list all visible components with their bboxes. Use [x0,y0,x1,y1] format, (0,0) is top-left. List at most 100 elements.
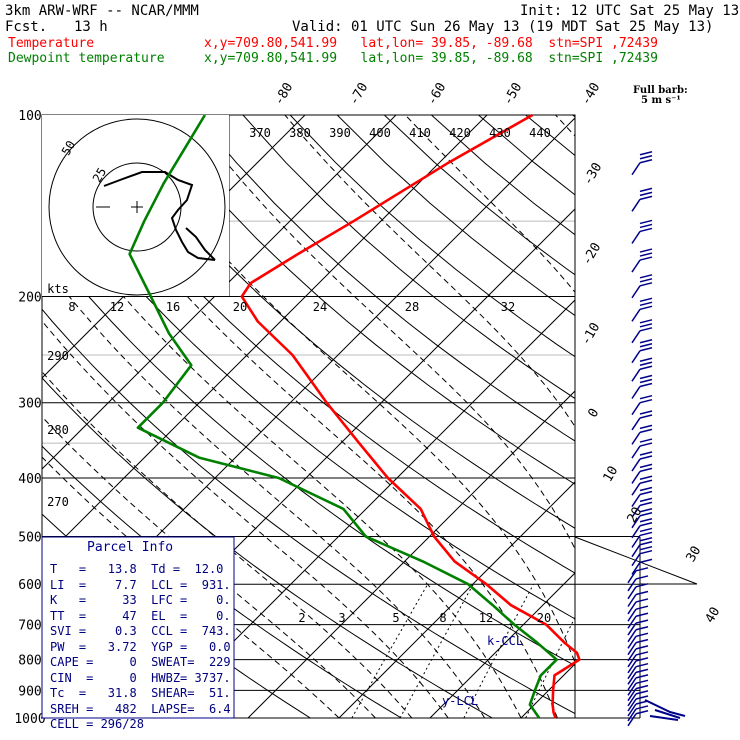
isotherm-label: 30 [684,544,705,565]
wind-barb-flag [639,274,653,279]
wind-barb [627,635,637,649]
wind-barb [631,162,641,176]
wind-barb [631,350,641,364]
moist-adiabat [42,415,376,718]
wind-barb-flag [639,467,653,473]
isobar-label: 400 [18,472,41,487]
wind-barb-flag [639,549,653,555]
wind-barb-flag [639,347,653,352]
wind-barb-flag [639,187,653,193]
wind-barb-flag [635,710,649,715]
temperature-legend: Temperature [8,36,95,51]
moist-adiabat [111,115,575,664]
wind-barb-flag [639,339,653,344]
mixing-ratio-label-low: 20 [537,611,551,625]
forecast-label: Fcst. [5,19,48,35]
wind-barb-flag [639,195,653,201]
wind-barb-flag [635,668,649,674]
parcel-row: T = 13.8 Td = 12.0 [50,562,224,576]
wind-barb-flag [639,378,653,384]
wind-barb-flag [639,159,653,164]
dry-adiabat [195,115,575,442]
wind-barb-flag [639,541,653,546]
mixing-ratio-label: 28 [405,300,419,314]
wind-barb-flag [639,319,653,324]
wind-barb [627,629,637,643]
parcel-box [41,536,235,719]
moist-adiabat [42,320,449,718]
isotherm-line [520,663,575,718]
isotherm-label: 10 [601,464,622,485]
theta-e-label: 380 [289,126,311,140]
wind-barb [631,285,641,299]
wind-barb [627,642,637,656]
parcel-row: CIN = 0 HWBZ= 3737. [50,670,231,685]
wind-barb-flag [639,410,653,415]
dry-adiabat [242,115,575,400]
wind-barb [627,608,637,622]
parcel-row: CELL = 296/28 [50,717,144,731]
wind-barb-flag [635,695,649,700]
isobar-label: 600 [18,578,41,593]
dry-adiabat-label: 270 [47,495,69,509]
wind-barb-flag [639,451,653,456]
full-barb-line1: Full barb: [633,85,688,96]
wind-barb [631,561,641,575]
theta-e-label: 410 [409,126,431,140]
wind-barb-flag [639,490,653,496]
isobar-label: 500 [18,530,41,545]
wind-barb [631,417,641,431]
isotherm-label: 20 [625,505,646,526]
temperature-profile [240,113,581,719]
parcel-row: PW = 3.72 YGP = 0.0 [50,639,231,654]
mixing-ratio-label-low: 2 [298,611,305,625]
mixing-ratio-line [351,583,429,718]
dry-adiabat-label: 280 [47,423,69,437]
wind-barb-flag [639,455,653,460]
wind-barb-flag [639,365,653,370]
wind-barb [627,693,637,707]
wind-barb [631,458,641,472]
wind-barb-flag [635,645,649,650]
full-barb-line2: 5 m s⁻¹ [641,95,681,106]
theta-e-label: 440 [529,126,551,140]
wind-barb-flag [639,343,653,348]
isobar-label: 300 [18,397,41,412]
wind-barb-flag [639,501,653,507]
surface-barbs [644,699,686,721]
isotherm-label: -20 [580,240,605,268]
wind-barb [627,578,637,592]
dry-adiabat [289,115,575,358]
wind-barb-flag [635,657,649,662]
wind-barb-flag [639,227,653,233]
mixing-ratio-line [525,616,575,718]
wind-barb-flag [635,684,649,690]
wind-barb-flag [639,151,653,156]
moist-adiabat [42,190,522,718]
dry-adiabat [667,115,740,718]
isotherm-label: -40 [579,80,604,108]
hodo-ring-outer [48,118,226,296]
moist-adiabat [189,115,575,550]
mixing-ratio-line [399,583,474,718]
wind-barb-flag [639,374,653,380]
wind-barb-flag [635,583,649,588]
forecast-hour: 13 h [74,19,108,35]
dewpoint-legend: Dewpoint temperature [8,51,165,66]
dewpoint-profile [128,114,558,719]
parcel-row: K = 33 LFC = 0. [50,593,231,607]
moist-adiabat [42,261,486,718]
wind-barb-flag [639,361,653,366]
wind-barbs [627,151,686,727]
theta-e-label: 430 [489,126,511,140]
wind-barb-flag [639,256,653,261]
theta-e-label: 370 [249,126,271,140]
wind-barb [631,504,641,518]
wind-barb [627,671,637,685]
parcel-row: Tc = 31.8 SHEAR= 51. [50,686,231,700]
wind-barb [631,231,641,244]
plot-border [41,114,576,719]
wind-barb [627,601,637,615]
moist-adiabats [42,115,575,718]
hodograph: 50 25 kts [42,115,229,296]
